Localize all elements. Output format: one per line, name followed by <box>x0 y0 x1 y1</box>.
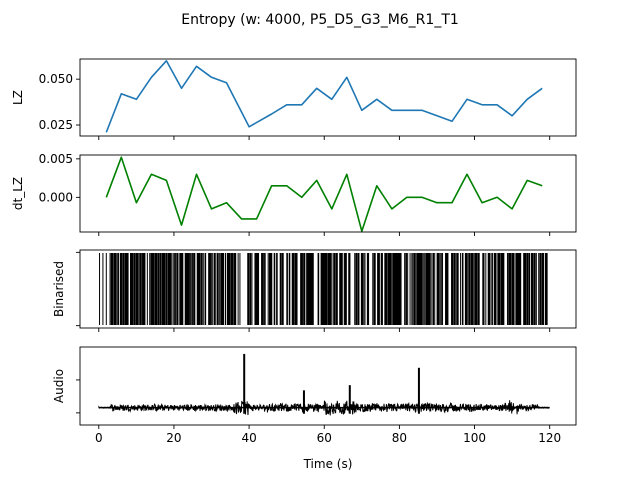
y-axis-label-3: Binarised <box>52 261 66 317</box>
panels-layer: 0.025 0.050 LZ 0.000 0.005 dt_LZ Binarised 0 20 4… <box>11 58 577 445</box>
y-tick-label-1-1: 0.025 <box>39 118 73 132</box>
x-tick-label-1: 0 <box>95 431 103 445</box>
x-axis-label: Time (s) <box>303 457 353 471</box>
panel-frame-2 <box>79 154 577 233</box>
x-tick-label-7: 120 <box>538 431 561 445</box>
panel-2: 0.000 0.005 dt_LZ <box>11 152 577 236</box>
series-line-2-1 <box>105 156 543 232</box>
x-tick-label-2: 20 <box>166 431 181 445</box>
y-tick-label-1-2: 0.050 <box>39 72 73 86</box>
event-raster <box>99 253 548 325</box>
x-tick-label-3: 40 <box>241 431 256 445</box>
y-axis-label-1: LZ <box>11 90 25 105</box>
y-tick-label-2-2: 0.005 <box>39 152 73 166</box>
audio-waveform <box>98 400 550 416</box>
panel-frame-4 <box>79 346 577 426</box>
panel-frame-1 <box>79 58 577 137</box>
x-tick-label-6: 100 <box>463 431 486 445</box>
x-tick-label-4: 60 <box>317 431 332 445</box>
panel-1: 0.025 0.050 LZ <box>11 58 577 140</box>
panel-frame-3 <box>79 249 577 329</box>
y-axis-label-2: dt_LZ <box>11 177 25 210</box>
figure-title: Entropy (w: 4000, P5_D5_G3_M6_R1_T1 <box>181 12 459 28</box>
y-axis-label-4: Audio <box>52 369 66 403</box>
panel-4: 0 20 40 60 80 100 120 Audio <box>52 346 577 445</box>
series-line-1-1 <box>105 59 543 133</box>
x-tick-label-5: 80 <box>392 431 407 445</box>
panel-3: Binarised <box>52 249 577 332</box>
y-tick-label-2-1: 0.000 <box>39 190 73 204</box>
